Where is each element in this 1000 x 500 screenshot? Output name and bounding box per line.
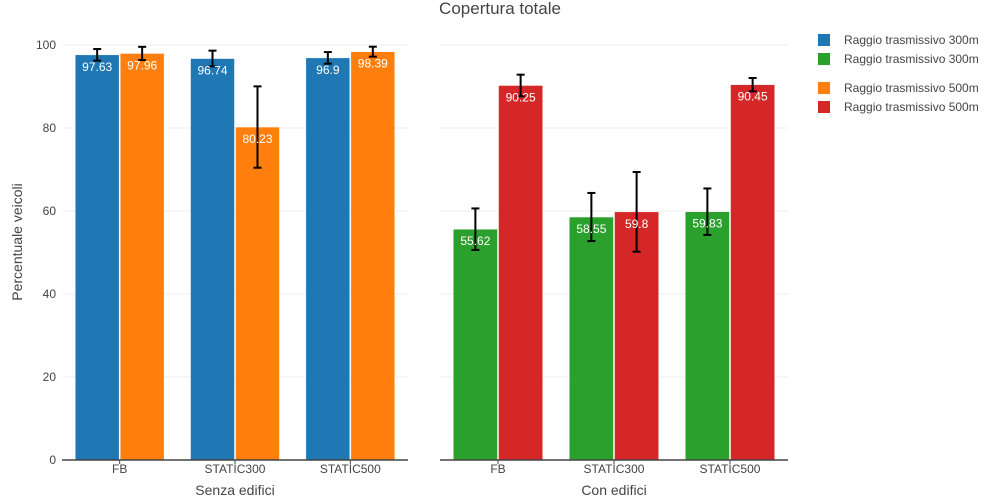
data-label: 58.55 [576, 222, 606, 236]
legend-label: Raggio trasmissivo 500m [844, 80, 979, 95]
bar [235, 126, 280, 461]
bar [569, 216, 614, 461]
y-tick-label: 0 [49, 453, 56, 467]
y-axis-label: Percentuale veicoli [9, 183, 25, 301]
legend-swatch [818, 52, 830, 65]
legend-item[interactable]: Raggio trasmissivo 500m [818, 97, 998, 116]
legend-label: Raggio trasmissivo 500m [844, 99, 979, 114]
legend-swatch [818, 100, 830, 113]
plot-area: 0 20 40 60 80 100 97.63 97.96 FB 96.74 80.23 STATIC… [36, 38, 788, 498]
bar [730, 84, 775, 461]
x-tick-label: FB [112, 462, 127, 476]
data-label: 59.8 [625, 217, 649, 231]
x-tick-label: FB [490, 462, 505, 476]
data-label: 90.45 [738, 90, 768, 104]
bar [74, 54, 120, 461]
legend-swatch [818, 33, 830, 46]
y-tick-label: 20 [43, 370, 57, 384]
data-label: 96.74 [197, 64, 227, 78]
bar [119, 53, 165, 461]
bar [685, 211, 730, 461]
legend-item[interactable]: Raggio trasmissivo 300m [818, 49, 998, 68]
bar [350, 51, 396, 461]
legend-swatch [818, 81, 830, 94]
bar [614, 211, 659, 461]
y-tick-label: 60 [43, 204, 57, 218]
legend-item[interactable]: Raggio trasmissivo 500m [818, 78, 998, 97]
x-tick-label: STATIC300 [584, 462, 645, 476]
x-axis-label: Con edifici [581, 482, 646, 498]
bar [453, 228, 498, 461]
bar [305, 57, 351, 461]
data-label: 96.9 [316, 63, 340, 77]
data-label: 97.96 [127, 58, 157, 72]
data-label: 55.62 [460, 234, 490, 248]
x-axis-label: Senza edifici [195, 482, 274, 498]
bar [498, 85, 543, 461]
chart-title: Copertura totale [439, 0, 561, 18]
legend-label: Raggio trasmissivo 300m [844, 32, 979, 47]
data-label: 59.83 [692, 217, 722, 231]
data-label: 90.25 [506, 90, 536, 104]
legend-label: Raggio trasmissivo 300m [844, 51, 979, 66]
data-label: 97.63 [82, 60, 112, 74]
x-tick-label: STATIC500 [700, 462, 761, 476]
y-tick-label: 40 [43, 287, 57, 301]
data-label: 80.23 [242, 132, 272, 146]
y-tick-label: 80 [43, 121, 57, 135]
x-tick-label: STATIC500 [320, 462, 381, 476]
legend: Raggio trasmissivo 300m Raggio trasmissiv… [818, 30, 998, 116]
x-tick-label: STATIC300 [205, 462, 266, 476]
data-label: 98.39 [358, 57, 388, 71]
y-tick-label: 100 [36, 38, 56, 52]
bar [190, 58, 235, 461]
legend-item[interactable]: Raggio trasmissivo 300m [818, 30, 998, 49]
